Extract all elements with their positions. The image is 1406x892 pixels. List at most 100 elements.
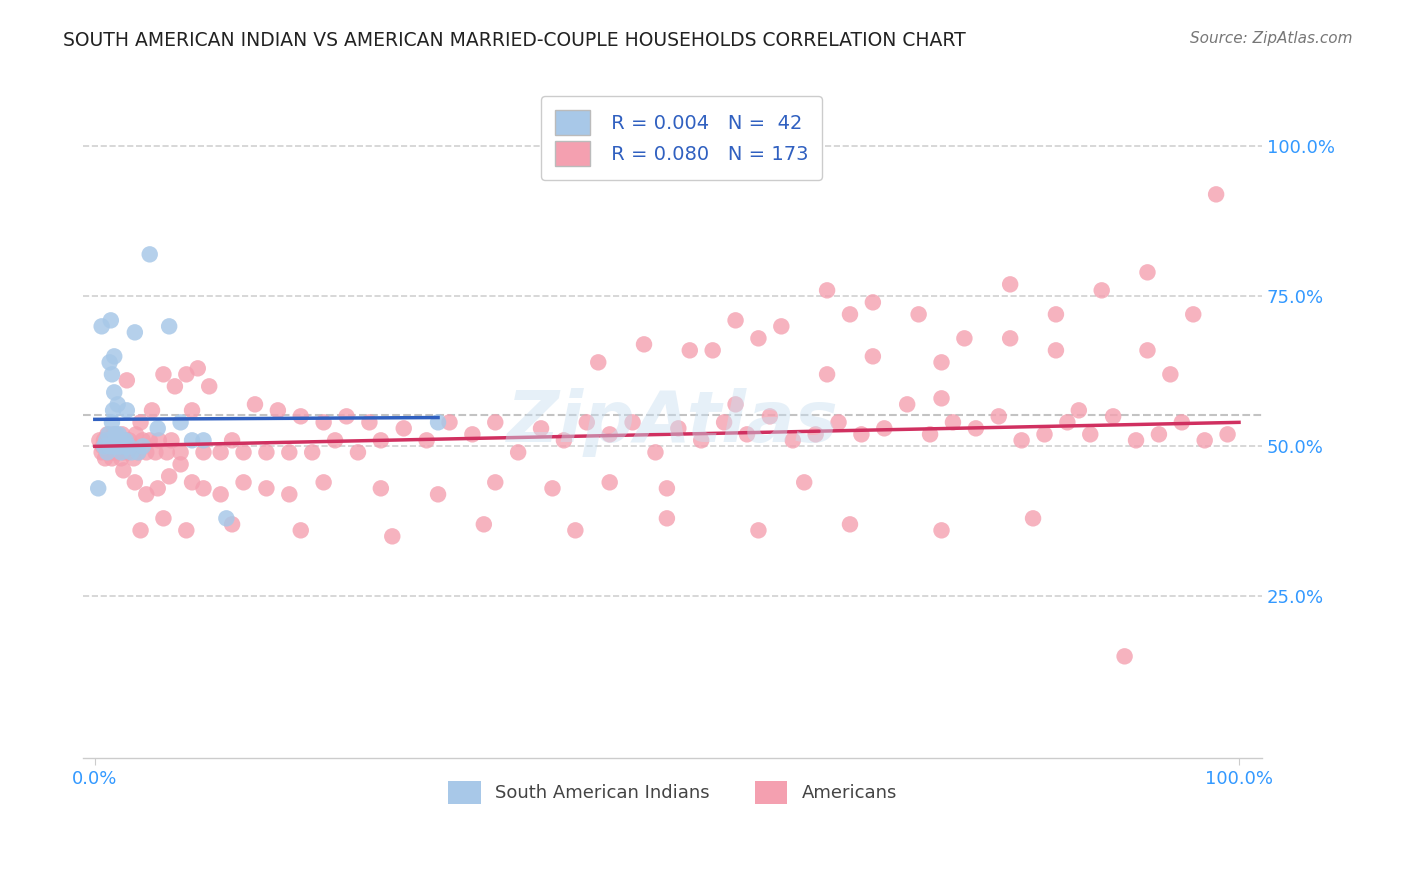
Point (112, 445, 135, 459)
Point (243, 397, 266, 411)
Point (553, 434, 575, 448)
Point (599, 475, 621, 490)
Point (427, 487, 450, 501)
Text: ZipAtlas: ZipAtlas (506, 388, 838, 457)
Point (209, 445, 232, 459)
Point (193, 445, 215, 459)
Point (839, 517, 862, 532)
Point (621, 415, 644, 429)
Point (381, 529, 404, 543)
Point (209, 487, 232, 501)
Point (370, 434, 392, 448)
Point (1056, 415, 1078, 429)
Point (1045, 307, 1067, 321)
Point (724, 313, 747, 327)
Point (91, 439, 114, 453)
Point (335, 409, 357, 424)
Point (193, 481, 215, 495)
Point (770, 319, 793, 334)
Point (101, 403, 124, 417)
Point (122, 451, 145, 466)
Point (125, 427, 148, 442)
Point (1067, 403, 1090, 417)
Point (655, 481, 678, 495)
Point (110, 451, 132, 466)
Point (100, 313, 122, 327)
Point (127, 445, 149, 459)
Point (931, 392, 953, 406)
Point (101, 415, 124, 429)
Point (312, 475, 335, 490)
Point (541, 481, 564, 495)
Point (107, 445, 129, 459)
Point (101, 368, 124, 382)
Point (141, 403, 163, 417)
Point (110, 445, 132, 459)
Point (90, 319, 112, 334)
Point (115, 403, 138, 417)
Point (138, 434, 160, 448)
Point (301, 445, 323, 459)
Point (187, 361, 209, 376)
Point (101, 451, 124, 466)
Point (713, 415, 735, 429)
Point (169, 445, 191, 459)
Point (104, 434, 127, 448)
Point (312, 415, 335, 429)
Point (690, 434, 713, 448)
Point (644, 445, 666, 459)
Point (181, 403, 204, 417)
Text: Source: ZipAtlas.com: Source: ZipAtlas.com (1189, 31, 1353, 46)
Point (747, 331, 769, 345)
Point (105, 427, 128, 442)
Point (679, 343, 702, 358)
Point (157, 319, 180, 334)
Point (138, 247, 160, 261)
Point (146, 421, 169, 435)
Point (111, 439, 134, 453)
Point (129, 415, 152, 429)
Point (193, 434, 215, 448)
Point (815, 368, 838, 382)
Point (1194, 434, 1216, 448)
Point (103, 349, 125, 363)
Point (599, 427, 621, 442)
Point (98, 434, 121, 448)
Point (176, 368, 198, 382)
Point (1022, 511, 1045, 525)
Point (564, 524, 586, 538)
Point (920, 427, 942, 442)
Point (586, 355, 609, 369)
Point (169, 415, 191, 429)
Legend: South American Indians, Americans: South American Indians, Americans (439, 772, 905, 814)
Point (103, 385, 125, 400)
Point (181, 475, 204, 490)
Point (112, 463, 135, 477)
Point (132, 434, 155, 448)
Point (347, 445, 370, 459)
Point (145, 445, 167, 459)
Point (1114, 649, 1136, 664)
Point (181, 434, 204, 448)
Point (461, 427, 484, 442)
Point (370, 481, 392, 495)
Point (896, 397, 918, 411)
Point (1125, 434, 1147, 448)
Point (278, 445, 301, 459)
Point (735, 427, 758, 442)
Text: SOUTH AMERICAN INDIAN VS AMERICAN MARRIED-COUPLE HOUSEHOLDS CORRELATION CHART: SOUTH AMERICAN INDIAN VS AMERICAN MARRIE… (63, 31, 966, 50)
Point (427, 415, 450, 429)
Point (267, 403, 290, 417)
Point (1091, 284, 1114, 298)
Point (1136, 265, 1159, 279)
Point (221, 434, 243, 448)
Point (117, 445, 139, 459)
Point (118, 434, 141, 448)
Point (782, 434, 804, 448)
Point (1011, 434, 1033, 448)
Point (157, 469, 180, 483)
Point (135, 445, 157, 459)
Point (97, 427, 120, 442)
Point (439, 415, 461, 429)
Point (152, 368, 174, 382)
